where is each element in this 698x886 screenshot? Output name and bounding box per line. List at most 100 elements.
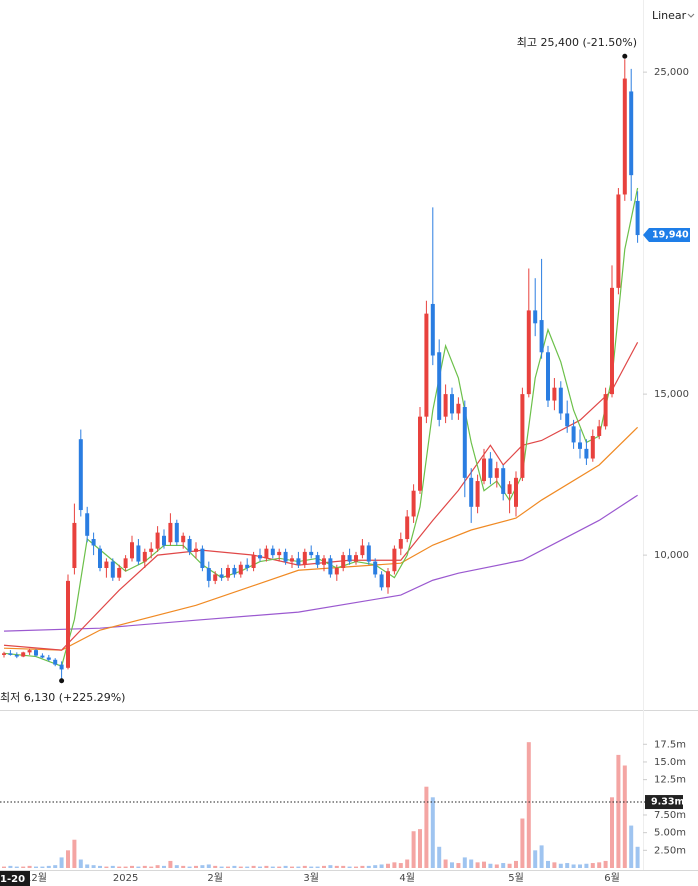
scale-selector[interactable]: Linear xyxy=(652,9,695,22)
candle-body xyxy=(226,568,230,578)
candle-body xyxy=(443,394,448,417)
volume-bar xyxy=(98,865,102,868)
candle-body xyxy=(610,287,614,395)
candle-body xyxy=(8,653,13,655)
candle-body xyxy=(40,655,45,658)
volume-bar xyxy=(328,865,333,868)
volume-bar xyxy=(379,864,384,868)
volume-bar xyxy=(360,865,365,868)
candle-body xyxy=(590,435,595,459)
volume-bar xyxy=(603,860,608,868)
volume-tick-label: 15.0m xyxy=(654,757,686,768)
candle-body xyxy=(571,426,576,443)
volume-bar xyxy=(14,866,19,868)
candle-body xyxy=(546,352,550,401)
candle-body xyxy=(622,78,627,195)
moving-average-line xyxy=(3,426,639,651)
candle-body xyxy=(584,448,589,459)
scale-label[interactable]: Linear xyxy=(652,9,687,22)
candle-body xyxy=(200,548,205,568)
candle-body xyxy=(507,484,512,494)
candle-body xyxy=(206,568,211,581)
volume-bar xyxy=(546,860,550,868)
volume-bar xyxy=(622,765,627,868)
volume-bar xyxy=(558,863,563,868)
volume-bar xyxy=(40,866,45,868)
volume-bar xyxy=(59,857,64,868)
volume-bar xyxy=(142,865,147,868)
volume-bar xyxy=(462,857,467,868)
candle-body xyxy=(110,561,115,578)
volume-bar xyxy=(238,866,243,868)
candle-body xyxy=(219,574,224,578)
candle-body xyxy=(34,650,38,656)
volume-bar xyxy=(27,865,32,868)
candle-body xyxy=(21,652,26,657)
volume-bar xyxy=(405,859,410,868)
x-tick-label: 5월 xyxy=(508,872,524,884)
volume-bar xyxy=(296,866,301,868)
candle-body xyxy=(136,545,141,562)
volume-bar xyxy=(34,866,38,868)
y-tick-label: 25,000 xyxy=(654,67,689,78)
volume-bar xyxy=(430,797,435,868)
volume-bar xyxy=(334,865,339,868)
y-tick-label: 10,000 xyxy=(654,550,689,561)
volume-bar xyxy=(258,866,262,868)
candle-body xyxy=(616,194,621,288)
volume-bar xyxy=(571,864,576,868)
candle-body xyxy=(450,394,454,414)
candle-body xyxy=(552,387,557,401)
candle-body xyxy=(238,564,243,575)
volume-bar xyxy=(437,846,442,868)
volume-bar xyxy=(494,864,499,868)
volume-bar xyxy=(66,850,70,868)
candle-body xyxy=(488,458,493,478)
candle-body xyxy=(341,555,346,568)
candle-body xyxy=(53,659,58,665)
candle-body xyxy=(302,551,307,565)
candle-body xyxy=(526,310,531,395)
candle-body xyxy=(501,468,506,494)
candle-body xyxy=(85,513,90,536)
candle-body xyxy=(354,555,358,562)
volume-bar xyxy=(53,865,58,868)
moving-average-line xyxy=(3,187,639,668)
volume-bar xyxy=(469,859,474,868)
y-tick-label: 15,000 xyxy=(654,389,689,400)
volume-tick-label: 12.5m xyxy=(654,775,686,786)
candle-body xyxy=(130,542,134,559)
candle-body xyxy=(104,561,109,568)
volume-bar xyxy=(245,866,250,868)
candle-body xyxy=(72,522,77,568)
candle-body xyxy=(366,545,371,562)
volume-bar xyxy=(584,863,589,868)
candle-body xyxy=(635,200,640,236)
volume-bar xyxy=(2,866,6,868)
volume-tick-label: 7.50m xyxy=(654,810,686,821)
volume-bar xyxy=(450,862,454,868)
volume-bar xyxy=(597,862,602,868)
candle-body xyxy=(430,303,435,356)
volume-bar xyxy=(616,754,621,868)
volume-bar xyxy=(213,865,218,868)
volume-bar xyxy=(610,797,614,868)
candle-body xyxy=(181,535,186,543)
candle-body xyxy=(91,539,96,546)
candle-body xyxy=(213,574,218,581)
volume-bar xyxy=(117,866,122,868)
volume-bar xyxy=(514,860,518,868)
candle-body xyxy=(14,654,19,657)
high-marker xyxy=(622,53,628,59)
low-annotation: 최저 6,130 (+225.29%) xyxy=(0,691,125,704)
chevron-icon[interactable] xyxy=(687,13,695,18)
candle-body xyxy=(117,568,122,578)
candle-body xyxy=(296,558,301,565)
volume-bar xyxy=(552,862,557,868)
candle-body xyxy=(482,458,486,482)
x-tick-label: 3월 xyxy=(303,872,319,884)
volume-bar xyxy=(507,863,512,868)
volume-bar xyxy=(418,829,422,868)
candle-body xyxy=(187,539,192,552)
